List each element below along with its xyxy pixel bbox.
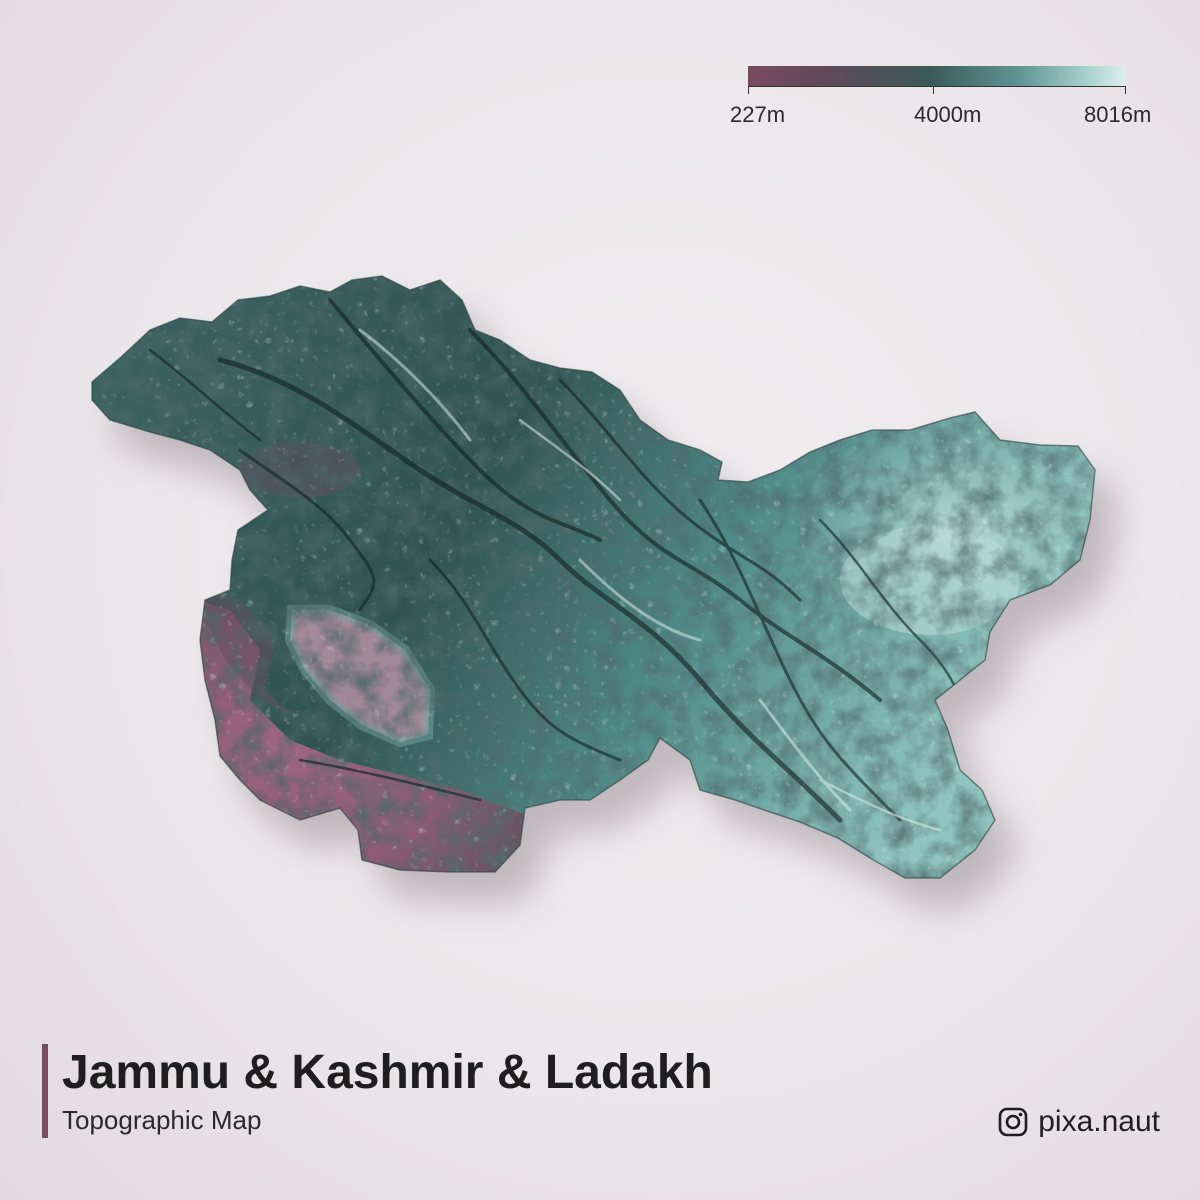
map-outline bbox=[91, 275, 1096, 879]
map-subtitle: Topographic Map bbox=[62, 1105, 262, 1135]
legend-label-min: 227m bbox=[730, 102, 786, 127]
legend-tick-mid bbox=[933, 86, 934, 94]
legend-tick-max bbox=[1125, 86, 1126, 94]
elevation-legend: 227m 4000m 8016m bbox=[730, 66, 1151, 127]
instagram-icon bbox=[998, 1107, 1028, 1137]
map-title: Jammu & Kashmir & Ladakh bbox=[62, 1046, 713, 1099]
elevation-color-bar bbox=[748, 66, 1126, 86]
legend-axis-line bbox=[748, 86, 1126, 87]
author-credit: pixa.naut bbox=[998, 1102, 1160, 1142]
title-block: Jammu & Kashmir & Ladakh Topographic Map bbox=[42, 1044, 713, 1138]
legend-label-max: 8016m bbox=[1084, 102, 1152, 127]
terrain-tint bbox=[92, 276, 1095, 878]
legend-tick-min bbox=[748, 86, 749, 94]
legend-label-mid: 4000m bbox=[914, 102, 982, 127]
author-handle: pixa.naut bbox=[1038, 1105, 1160, 1138]
